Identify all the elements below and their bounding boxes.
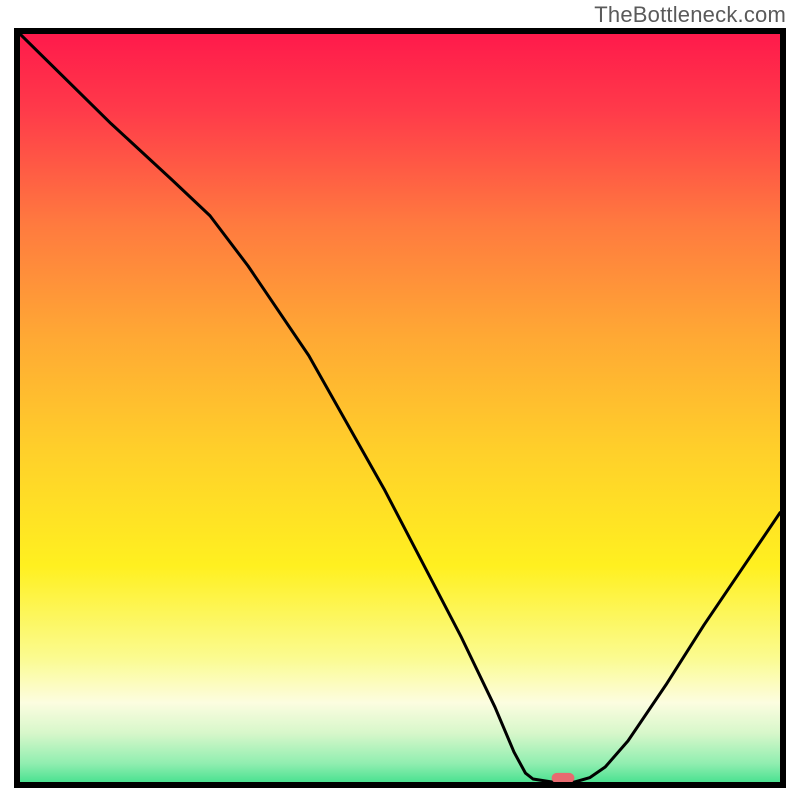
valley-marker-pill: [552, 773, 575, 783]
chart-frame: [14, 28, 786, 788]
chart-curve: [20, 34, 780, 782]
watermark-text: TheBottleneck.com: [594, 2, 786, 28]
